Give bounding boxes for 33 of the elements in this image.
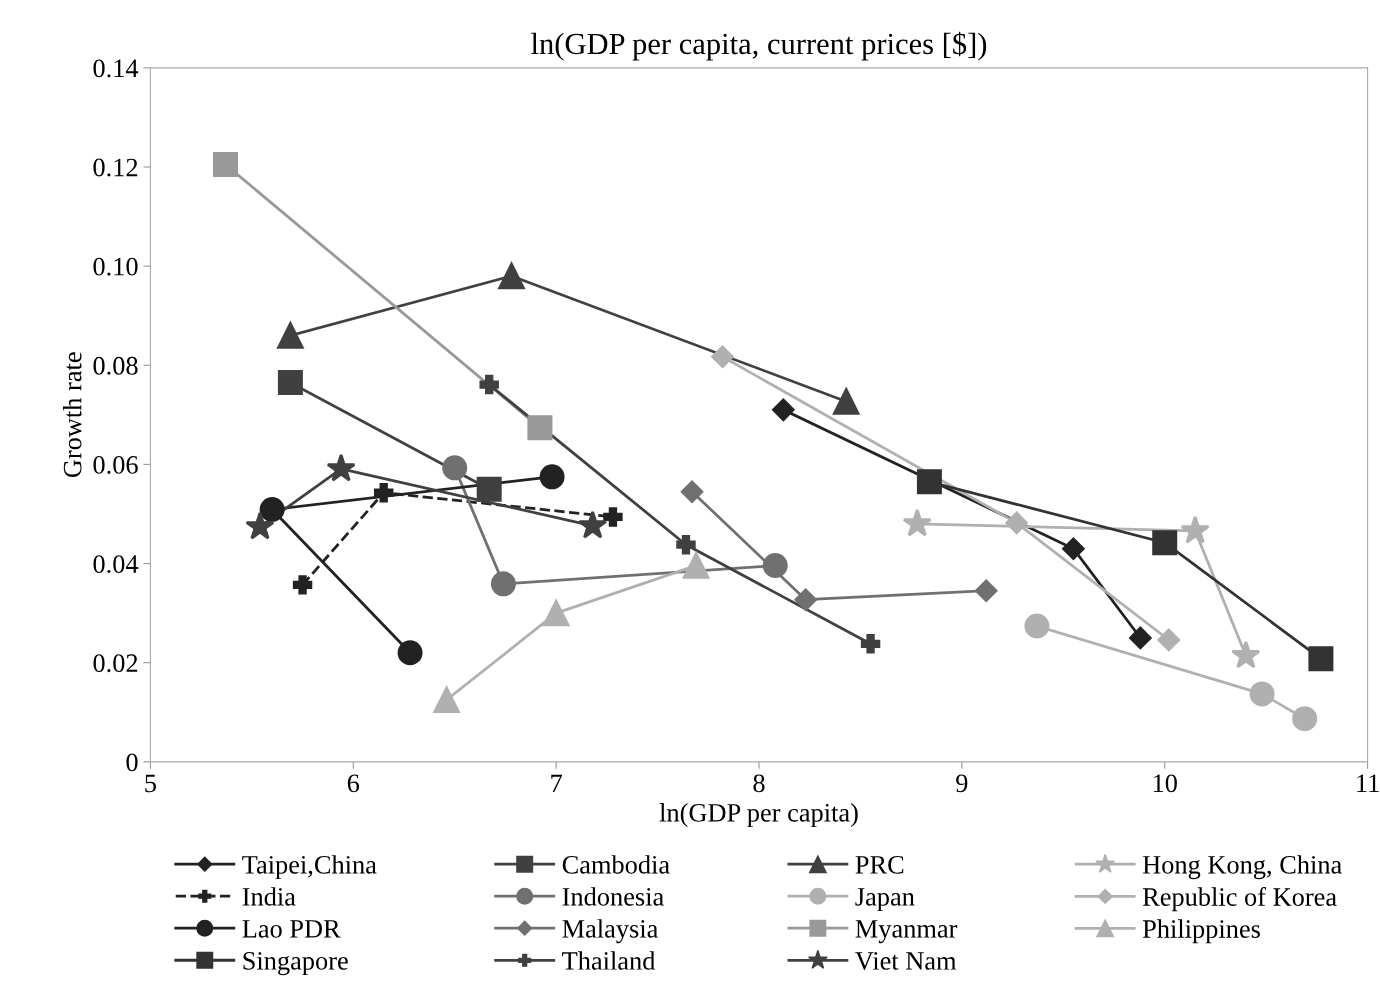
x-tick-label: 7 [551, 774, 562, 792]
legend-label: Japan [855, 888, 915, 912]
y-tick-label: 0.12 [93, 158, 138, 177]
legend-label: Singapore [243, 952, 348, 976]
chart-title: ln(GDP per capita, current prices [$]) [531, 31, 987, 61]
y-tick-label: 0.08 [93, 356, 138, 375]
legend-label: Thailand [562, 951, 656, 970]
x-tick-label: 10 [1153, 774, 1177, 793]
y-tick-label: 0.04 [93, 555, 139, 574]
x-tick-label: 8 [753, 774, 765, 793]
y-tick-label: 0.14 [93, 59, 139, 78]
legend-label: Lao PDR [242, 920, 341, 938]
legend-label: Indonesia [562, 887, 664, 906]
legend-label: Republic of Korea [1142, 887, 1337, 912]
y-tick-label: 0.10 [93, 257, 138, 276]
legend-label: Philippines [1142, 919, 1260, 944]
legend-label: Myanmar [855, 920, 958, 944]
y-tick-label: 0.06 [93, 456, 138, 474]
legend-label: PRC [855, 855, 904, 874]
legend-label: India [242, 887, 296, 906]
x-axis-title: ln(GDP per capita) [659, 803, 858, 828]
y-tick-label: 0.02 [93, 654, 138, 673]
y-tick-label: 0 [126, 753, 138, 772]
legend-label: Malaysia [562, 919, 658, 944]
legend-label: Viet Nam [855, 952, 957, 970]
legend-label: Cambodia [562, 855, 670, 874]
x-tick-label: 5 [145, 774, 156, 793]
legend-label: Taipei,China [242, 855, 377, 880]
legend-label: Hong Kong, China [1142, 855, 1342, 880]
x-tick-label: 9 [956, 774, 968, 793]
x-tick-label: 6 [347, 774, 360, 793]
y-axis-title: Growth rate [62, 352, 82, 478]
x-tick-label: 11 [1357, 774, 1379, 792]
